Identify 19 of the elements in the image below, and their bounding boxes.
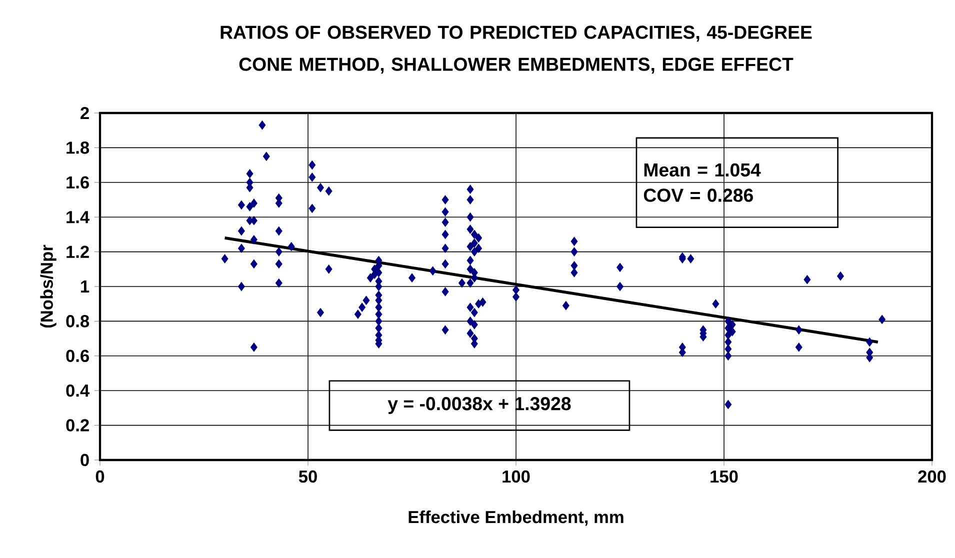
y-tick-label: 1.4	[66, 211, 90, 224]
y-tick-label: 1.8	[66, 142, 90, 154]
x-tick-label: 0	[96, 470, 104, 483]
y-tick-label: 1	[81, 280, 90, 292]
y-tick-label: 1.2	[66, 246, 89, 258]
x-tick-label: 200	[918, 470, 946, 483]
x-tick-label: 100	[502, 470, 530, 483]
chart-title: RATIOS OF OBSERVED TO PREDICTED CAPACITIES, 45-DEGREE CONE METHOD, SHALLOWER EMBEDMENTS, EDGE EFFECT	[220, 26, 812, 74]
y-tick-label: 1.6	[66, 176, 89, 189]
x-axis-title: Effective Embedment, mm	[408, 510, 624, 526]
y-tick-label: 0.8	[66, 315, 90, 328]
y-tick-label: 0	[80, 454, 89, 466]
x-tick-label: 50	[298, 470, 317, 483]
x-tick-label: 150	[710, 470, 738, 483]
y-tick-label: 0.4	[66, 384, 90, 397]
y-tick-label: 0.2	[66, 419, 89, 432]
y-tick-label: 0.6	[66, 350, 89, 362]
y-tick-label: 2	[80, 106, 89, 120]
y-axis-title: (Nobs/Npr	[40, 244, 56, 328]
